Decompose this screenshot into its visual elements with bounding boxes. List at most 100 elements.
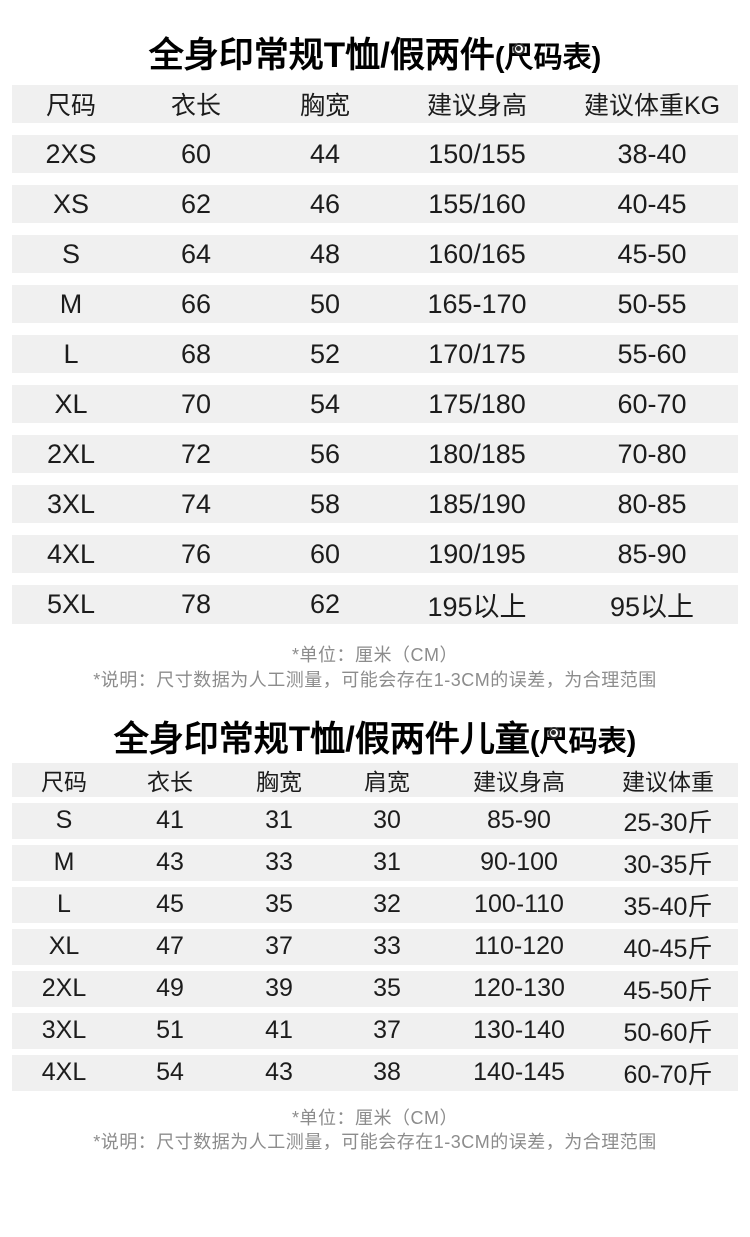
kids-note-unit: *单位：厘米（CM） (292, 1107, 458, 1128)
column-header-size: 尺码 (12, 85, 130, 123)
cell-size: XL (12, 385, 130, 423)
cell-length: 78 (130, 585, 262, 624)
cell-weight: 95以上 (566, 585, 738, 624)
column-header-length: 衣长 (116, 762, 224, 797)
cell-length: 66 (130, 285, 262, 323)
cell-height: 180/185 (388, 435, 566, 473)
cell-weight: 55-60 (566, 335, 738, 373)
cell-size: L (12, 335, 130, 373)
adult-notes: *单位：厘米（CM） *说明：尺寸数据为人工测量，可能会存在1-3CM的误差，为… (0, 644, 750, 694)
cell-chest: 58 (262, 485, 388, 523)
cell-height: 140-145 (440, 1054, 598, 1091)
cell-chest: 60 (262, 535, 388, 573)
cell-size: L (12, 886, 116, 923)
cell-size: M (12, 285, 130, 323)
cell-length: 76 (130, 535, 262, 573)
cell-length: 60 (130, 135, 262, 173)
cell-weight: 25-30斤 (598, 802, 738, 839)
table-row: 3XL 74 58 185/190 80-85 (12, 485, 738, 523)
cell-chest: 52 (262, 335, 388, 373)
table-row: M 43 33 31 90-100 30-35斤 (12, 844, 738, 881)
table-row: 5XL 78 62 195以上 95以上 (12, 585, 738, 624)
cell-size: XL (12, 928, 116, 965)
cell-length: 62 (130, 185, 262, 223)
table-row: L 68 52 170/175 55-60 (12, 335, 738, 373)
cell-size: 3XL (12, 1012, 116, 1049)
table-header-row: 尺码 衣长 胸宽 肩宽 建议身高 建议体重 (12, 762, 738, 797)
column-header-chest: 胸宽 (224, 762, 334, 797)
cell-size: S (12, 802, 116, 839)
adult-chart-title: 全身印常规T恤/假两件(尺 码表) (0, 14, 750, 73)
cell-length: 54 (116, 1054, 224, 1091)
adult-title-main: 全身印常规T恤/假两件 (148, 36, 495, 75)
cell-weight: 85-90 (566, 535, 738, 573)
cell-size: 2XL (12, 970, 116, 1007)
column-header-weight: 建议体重KG (566, 85, 738, 123)
cell-weight: 40-45斤 (598, 928, 738, 965)
cell-height: 155/160 (388, 185, 566, 223)
table-row: M 66 50 165-170 50-55 (12, 285, 738, 323)
cell-length: 45 (116, 886, 224, 923)
kids-title-paren-first-char: 尺 (540, 726, 569, 757)
cell-size: 4XL (12, 1054, 116, 1091)
cell-shoulder: 38 (334, 1054, 440, 1091)
kids-title-paren-open: ( (529, 725, 540, 758)
cell-size: 5XL (12, 585, 130, 624)
column-header-weight: 建议体重 (598, 762, 738, 797)
cell-length: 72 (130, 435, 262, 473)
cell-weight: 70-80 (566, 435, 738, 473)
kids-note-description: *说明：尺寸数据为人工测量，可能会存在1-3CM的误差，为合理范围 (93, 1132, 657, 1152)
cell-chest: 50 (262, 285, 388, 323)
cell-length: 49 (116, 970, 224, 1007)
column-header-size: 尺码 (12, 762, 116, 797)
cell-length: 68 (130, 335, 262, 373)
kids-title-main: 全身印常规T恤/假两件儿童 (113, 719, 530, 759)
table-row: S 64 48 160/165 45-50 (12, 235, 738, 273)
cell-height: 90-100 (440, 844, 598, 881)
adult-title-paren-rest: 码表) (533, 42, 602, 74)
cell-height: 110-120 (440, 928, 598, 965)
cell-size: 2XS (12, 135, 130, 173)
adult-title-paren-first-char: 尺 (505, 43, 534, 73)
cell-length: 41 (116, 802, 224, 839)
cell-height: 85-90 (440, 802, 598, 839)
cell-size: 4XL (12, 535, 130, 573)
cell-height: 185/190 (388, 485, 566, 523)
cell-chest: 35 (224, 886, 334, 923)
adult-size-table: 尺码 衣长 胸宽 建议身高 建议体重KG 2XS 60 44 150/155 3… (12, 73, 738, 636)
cell-height: 195以上 (388, 585, 566, 624)
column-header-height: 建议身高 (388, 85, 566, 123)
cell-weight: 60-70斤 (598, 1054, 738, 1091)
adult-title-paren-open: ( (494, 42, 505, 74)
cell-chest: 46 (262, 185, 388, 223)
cell-weight: 50-55 (566, 285, 738, 323)
cell-height: 100-110 (440, 886, 598, 923)
cell-height: 150/155 (388, 135, 566, 173)
cell-chest: 62 (262, 585, 388, 624)
cell-height: 130-140 (440, 1012, 598, 1049)
cell-weight: 30-35斤 (598, 844, 738, 881)
cell-shoulder: 35 (334, 970, 440, 1007)
column-header-height: 建议身高 (440, 762, 598, 797)
cell-size: 3XL (12, 485, 130, 523)
cell-length: 74 (130, 485, 262, 523)
cell-size: M (12, 844, 116, 881)
cell-weight: 35-40斤 (598, 886, 738, 923)
cell-size: S (12, 235, 130, 273)
cell-size: XS (12, 185, 130, 223)
table-row: 2XL 72 56 180/185 70-80 (12, 435, 738, 473)
kids-table-body: S 41 31 30 85-90 25-30斤 M 43 33 31 90-10… (12, 802, 738, 1091)
cell-weight: 80-85 (566, 485, 738, 523)
table-row: 2XL 49 39 35 120-130 45-50斤 (12, 970, 738, 1007)
kids-title-paren-rest: 码表) (568, 725, 637, 758)
cell-weight: 40-45 (566, 185, 738, 223)
kids-size-section: 全身印常规T恤/假两件儿童(尺 码表) 尺码 衣长 胸宽 肩宽 建议身高 建议体重… (0, 722, 750, 1157)
cell-height: 170/175 (388, 335, 566, 373)
cell-length: 47 (116, 928, 224, 965)
cell-weight: 45-50斤 (598, 970, 738, 1007)
section-divider (0, 694, 750, 722)
table-row: 3XL 51 41 37 130-140 50-60斤 (12, 1012, 738, 1049)
cell-chest: 54 (262, 385, 388, 423)
table-row: 2XS 60 44 150/155 38-40 (12, 135, 738, 173)
